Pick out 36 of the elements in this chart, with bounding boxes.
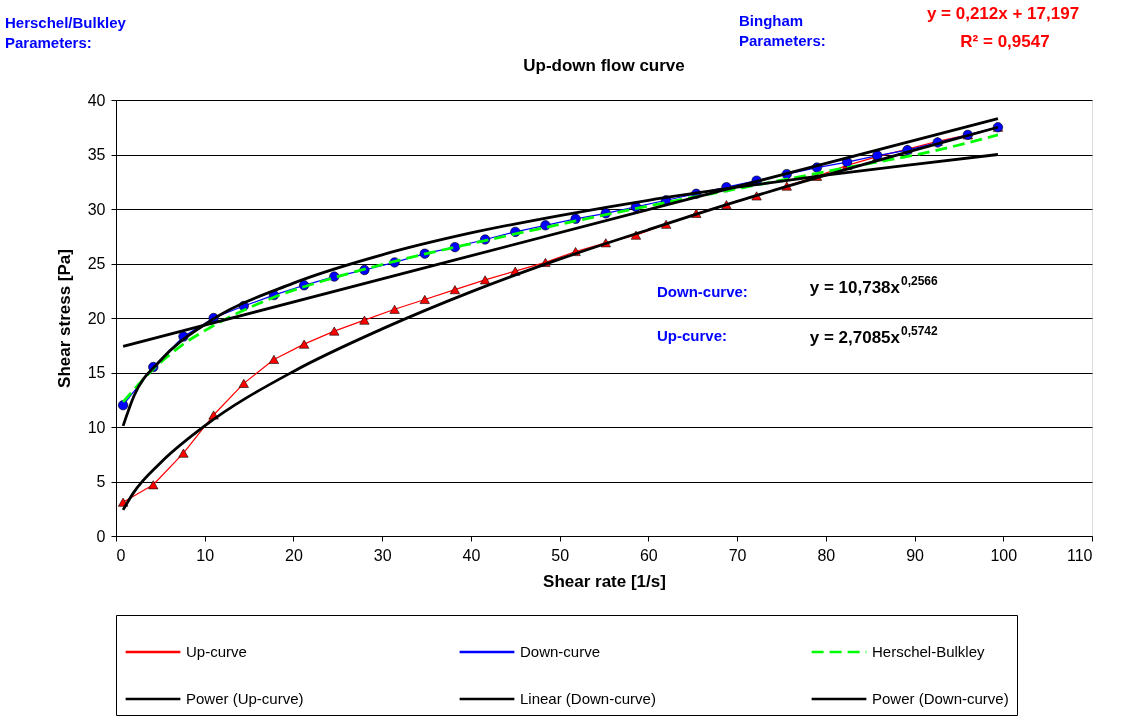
x-tick-label: 30 <box>373 546 392 564</box>
legend-label: Power (Up-curve) <box>186 690 304 707</box>
text: Bingham Parameters: <box>739 12 826 49</box>
x-tick-label: 70 <box>728 546 747 564</box>
legend-label: Down-curve <box>520 643 601 660</box>
x-tick-label: 110 <box>1066 546 1093 564</box>
x-tick-label: 0 <box>116 546 126 564</box>
x-tick-label: 100 <box>990 546 1018 564</box>
text: y = 0,212x + 17,197 <box>926 4 1080 23</box>
y-tick-label: 40 <box>87 91 106 109</box>
chart-title: Up-down flow curve <box>523 56 685 75</box>
x-axis-title: Shear rate [1/s] <box>543 571 666 591</box>
annotation: Up-curve: <box>657 327 728 344</box>
legend-label: Power (Down-curve) <box>872 690 1009 707</box>
y-tick-label: 20 <box>87 309 106 327</box>
y-tick-label: 0 <box>96 527 106 545</box>
y-tick-label: 10 <box>87 418 106 436</box>
x-tick-label: 80 <box>817 546 836 564</box>
x-tick-label: 20 <box>285 546 303 564</box>
x-tick-label: 90 <box>906 546 925 564</box>
y-tick-label: 25 <box>87 255 106 272</box>
text: Herschel/Bulkley Parameters: <box>5 14 127 51</box>
legend-label: Linear (Down-curve) <box>520 690 656 707</box>
annotation: Down-curve: <box>657 283 748 300</box>
legend-label: Up-curve <box>186 643 247 660</box>
y-tick-label: 35 <box>87 146 106 163</box>
x-tick-label: 60 <box>639 546 658 564</box>
x-tick-label: 50 <box>551 546 570 564</box>
y-tick-label: 5 <box>96 473 106 490</box>
legend-label: Herschel-Bulkley <box>872 643 986 660</box>
y-tick-label: 30 <box>87 200 106 218</box>
y-axis-title: Shear stress [Pa] <box>54 249 74 388</box>
x-tick-label: 10 <box>196 546 215 564</box>
y-tick-label: 15 <box>87 364 106 381</box>
text: R² = 0,9547 <box>960 32 1050 51</box>
x-tick-label: 40 <box>462 546 481 564</box>
